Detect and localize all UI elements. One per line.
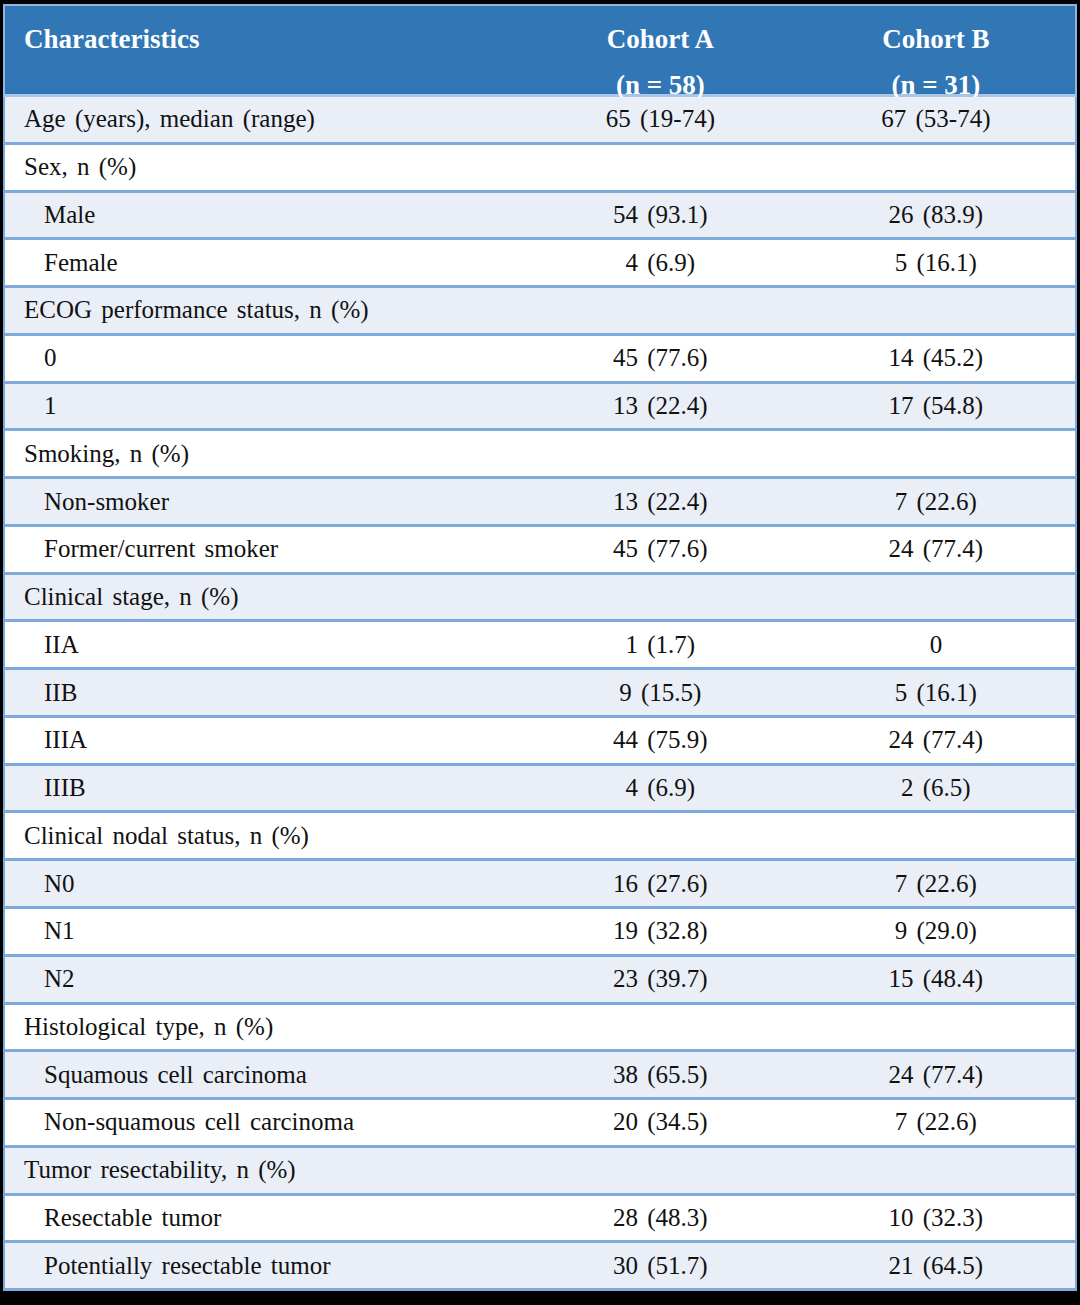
cohort-a-value: 38 (65.5) [524,1061,797,1089]
cohort-a-value: 45 (77.6) [524,344,797,372]
row-label: N1 [5,917,524,945]
table-row: Clinical stage, n (%) [5,575,1075,623]
row-label: Clinical stage, n (%) [5,583,524,611]
table-row: Smoking, n (%) [5,431,1075,479]
cohort-a-value: 28 (48.3) [524,1204,797,1232]
cohort-b-value: 9 (29.0) [797,917,1075,945]
row-label: ECOG performance status, n (%) [5,296,524,324]
table-row: N016 (27.6)7 (22.6) [5,861,1075,909]
table-body: Age (years), median (range)65 (19-74)67 … [3,97,1077,1291]
row-label: Female [5,249,524,277]
cohort-a-value: 20 (34.5) [524,1108,797,1136]
cohort-a-value: 19 (32.8) [524,917,797,945]
row-label: Histological type, n (%) [5,1013,524,1041]
cohort-b-value: 5 (16.1) [797,249,1075,277]
row-label: IIB [5,679,524,707]
cohort-a-value: 65 (19-74) [524,105,797,133]
table-row: N223 (39.7)15 (48.4) [5,957,1075,1005]
cohort-a-value: 16 (27.6) [524,870,797,898]
table-row: IIA1 (1.7)0 [5,622,1075,670]
header-cohort-a-label: Cohort A [524,19,797,59]
table-row: Resectable tumor28 (48.3)10 (32.3) [5,1196,1075,1244]
row-label: 1 [5,392,524,420]
table-header-row: Characteristics Cohort A (n = 58) Cohort… [3,4,1077,97]
table-row: IIB9 (15.5)5 (16.1) [5,670,1075,718]
table-row: Tumor resectability, n (%) [5,1148,1075,1196]
table-row: ECOG performance status, n (%) [5,288,1075,336]
table-row: Male54 (93.1)26 (83.9) [5,193,1075,241]
row-label: Non-smoker [5,488,524,516]
table-row: Non-squamous cell carcinoma20 (34.5)7 (2… [5,1100,1075,1148]
table-row: Squamous cell carcinoma38 (65.5)24 (77.4… [5,1052,1075,1100]
header-cell-cohort-b: Cohort B (n = 31) [797,6,1075,94]
row-label: N0 [5,870,524,898]
row-label: Potentially resectable tumor [5,1252,524,1280]
table-row: Sex, n (%) [5,145,1075,193]
row-label: Smoking, n (%) [5,440,524,468]
row-label: IIA [5,631,524,659]
cohort-b-value: 7 (22.6) [797,488,1075,516]
cohort-a-value: 1 (1.7) [524,631,797,659]
row-label: IIIB [5,774,524,802]
table-row: N119 (32.8)9 (29.0) [5,909,1075,957]
cohort-a-value: 30 (51.7) [524,1252,797,1280]
row-label: Tumor resectability, n (%) [5,1156,524,1184]
cohort-a-value: 54 (93.1) [524,201,797,229]
table-row: Potentially resectable tumor30 (51.7)21 … [5,1243,1075,1291]
table-row: Age (years), median (range)65 (19-74)67 … [5,97,1075,145]
row-label: Resectable tumor [5,1204,524,1232]
row-label: IIIA [5,726,524,754]
cohort-b-value: 2 (6.5) [797,774,1075,802]
row-label: Clinical nodal status, n (%) [5,822,524,850]
cohort-a-value: 44 (75.9) [524,726,797,754]
cohort-a-value: 45 (77.6) [524,535,797,563]
cohort-b-value: 5 (16.1) [797,679,1075,707]
cohort-b-value: 24 (77.4) [797,535,1075,563]
table-row: 113 (22.4)17 (54.8) [5,384,1075,432]
table-row: Non-smoker13 (22.4)7 (22.6) [5,479,1075,527]
cohort-a-value: 13 (22.4) [524,392,797,420]
cohort-b-value: 24 (77.4) [797,1061,1075,1089]
cohort-b-value: 26 (83.9) [797,201,1075,229]
table-row: IIIB4 (6.9)2 (6.5) [5,766,1075,814]
cohort-a-value: 4 (6.9) [524,249,797,277]
table-row: Clinical nodal status, n (%) [5,813,1075,861]
row-label: 0 [5,344,524,372]
cohort-b-value: 0 [797,631,1075,659]
header-cell-characteristics: Characteristics [5,6,524,94]
table-row: Histological type, n (%) [5,1005,1075,1053]
cohort-b-value: 7 (22.6) [797,1108,1075,1136]
cohort-a-value: 9 (15.5) [524,679,797,707]
table-row: IIIA44 (75.9)24 (77.4) [5,718,1075,766]
row-label: Sex, n (%) [5,153,524,181]
cohort-b-value: 17 (54.8) [797,392,1075,420]
cohort-b-value: 21 (64.5) [797,1252,1075,1280]
cohort-b-value: 15 (48.4) [797,965,1075,993]
row-label: Age (years), median (range) [5,105,524,133]
table-row: Former/current smoker45 (77.6)24 (77.4) [5,527,1075,575]
cohort-b-value: 24 (77.4) [797,726,1075,754]
cohort-a-value: 23 (39.7) [524,965,797,993]
row-label: N2 [5,965,524,993]
header-cohort-b-label: Cohort B [797,19,1075,59]
cohort-b-value: 14 (45.2) [797,344,1075,372]
row-label: Male [5,201,524,229]
characteristics-table: Characteristics Cohort A (n = 58) Cohort… [3,4,1077,1291]
header-characteristics-label: Characteristics [24,19,524,59]
cohort-a-value: 13 (22.4) [524,488,797,516]
table-row: Female4 (6.9)5 (16.1) [5,240,1075,288]
cohort-b-value: 67 (53-74) [797,105,1075,133]
table-row: 045 (77.6)14 (45.2) [5,336,1075,384]
row-label: Squamous cell carcinoma [5,1061,524,1089]
header-cell-cohort-a: Cohort A (n = 58) [524,6,797,94]
cohort-b-value: 7 (22.6) [797,870,1075,898]
row-label: Non-squamous cell carcinoma [5,1108,524,1136]
cohort-b-value: 10 (32.3) [797,1204,1075,1232]
row-label: Former/current smoker [5,535,524,563]
cohort-a-value: 4 (6.9) [524,774,797,802]
